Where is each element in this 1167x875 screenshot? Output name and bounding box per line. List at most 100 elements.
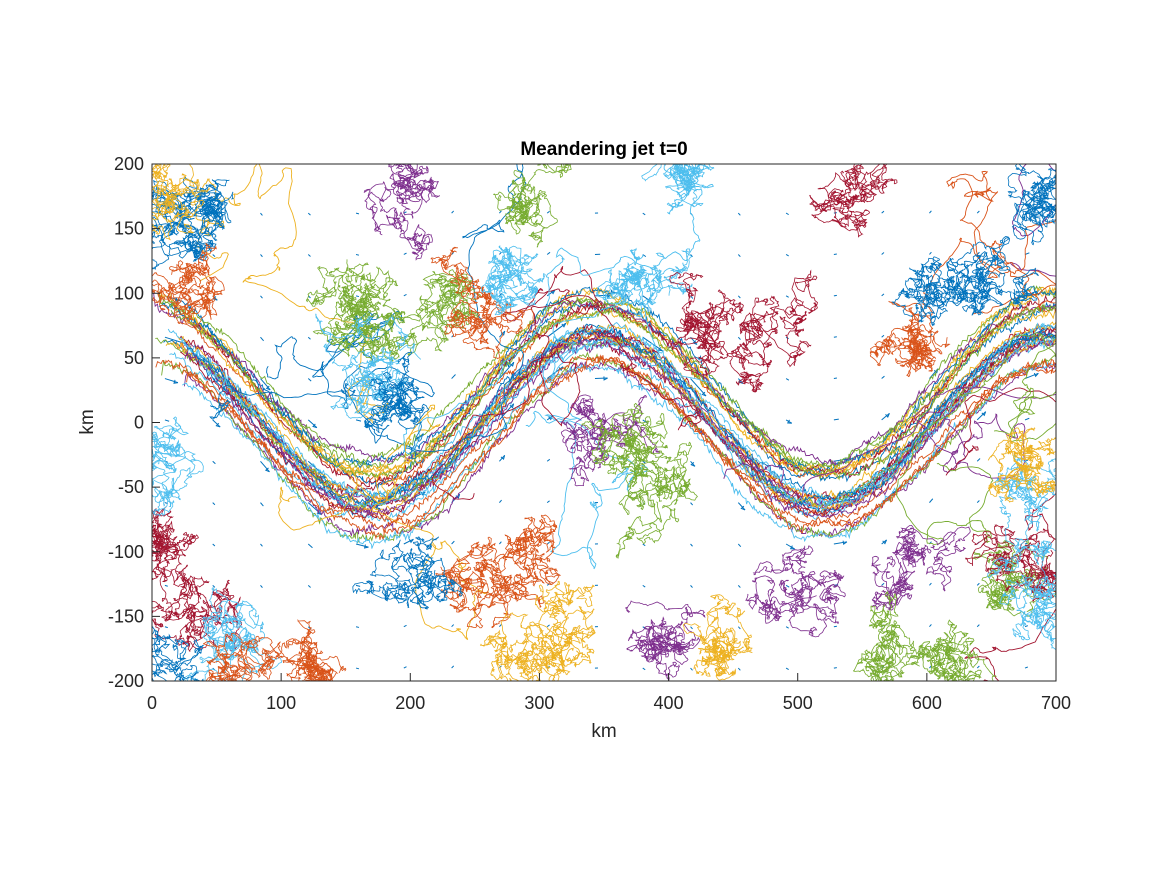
velocity-arrow <box>546 210 550 214</box>
velocity-arrow <box>833 377 837 380</box>
cluster-trajectory <box>987 441 1056 503</box>
velocity-arrow <box>785 295 789 298</box>
velocity-arrow <box>881 375 885 379</box>
velocity-arrow <box>212 460 216 465</box>
velocity-arrow <box>355 667 360 670</box>
cluster-trajectory <box>1011 176 1056 246</box>
velocity-arrow <box>785 254 789 257</box>
velocity-arrow <box>403 538 414 545</box>
velocity-arrowhead <box>265 385 271 391</box>
velocity-arrow <box>690 254 693 258</box>
velocity-arrow <box>260 212 263 216</box>
jet-trajectory <box>181 357 1056 525</box>
x-tick-label: 0 <box>147 693 157 713</box>
velocity-arrow <box>260 502 264 507</box>
velocity-arrowhead <box>882 539 888 545</box>
velocity-arrowhead <box>500 330 506 336</box>
y-tick-label: 200 <box>114 154 144 174</box>
x-axis-label: km <box>591 721 616 742</box>
cluster-trajectory <box>560 394 638 458</box>
velocity-arrow <box>785 543 795 550</box>
cluster-trajectory <box>534 580 595 681</box>
cluster-trajectory <box>350 308 417 362</box>
velocity-arrow <box>499 541 502 545</box>
jet-trajectory <box>167 322 1056 508</box>
cluster-trajectory <box>152 416 198 514</box>
velocity-arrowhead <box>408 538 414 544</box>
velocity-arrow <box>546 624 550 628</box>
velocity-arrow <box>355 419 362 422</box>
velocity-arrow <box>594 377 608 380</box>
velocity-arrowhead <box>173 379 179 384</box>
velocity-arrow <box>451 624 455 628</box>
velocity-arrowhead <box>657 347 663 352</box>
velocity-arrow <box>403 666 407 669</box>
cluster-trajectory <box>987 473 1056 579</box>
escaping-trajectory <box>946 170 1056 315</box>
velocity-arrow <box>403 252 407 255</box>
velocity-arrow <box>785 626 789 629</box>
jet-trajectory <box>184 308 1056 475</box>
cluster-trajectory <box>315 313 421 407</box>
velocity-arrow <box>690 502 694 506</box>
velocity-arrow <box>690 585 693 588</box>
velocity-arrow <box>976 500 980 503</box>
velocity-arrow <box>355 543 369 548</box>
cluster-trajectory <box>1007 164 1056 226</box>
y-tick-label: 0 <box>134 413 144 433</box>
velocity-arrow <box>737 585 741 588</box>
cluster-trajectory <box>693 627 753 681</box>
velocity-arrow <box>451 251 455 255</box>
velocity-arrow <box>737 295 741 299</box>
velocity-arrowhead <box>786 419 792 424</box>
velocity-arrow <box>881 334 885 338</box>
velocity-arrow <box>976 210 980 214</box>
cluster-trajectory <box>917 619 998 681</box>
velocity-arrow <box>307 626 311 630</box>
y-tick-label: 150 <box>114 219 144 239</box>
x-tick-label: 700 <box>1041 693 1071 713</box>
cluster-trajectory <box>529 605 596 674</box>
velocity-arrowhead <box>550 289 556 295</box>
y-axis-ticks: 200 150 100 50 0 -50 -100 -150 -200 <box>108 154 160 691</box>
velocity-arrow <box>1024 372 1039 380</box>
escaping-trajectory <box>723 386 1056 498</box>
velocity-arrow <box>929 624 932 628</box>
velocity-arrowhead <box>215 422 221 428</box>
cluster-trajectory <box>505 164 572 235</box>
y-axis-label: km <box>77 409 98 434</box>
cluster-trajectory <box>480 245 537 310</box>
velocity-arrow <box>499 624 502 628</box>
velocity-arrow <box>881 210 885 214</box>
cluster-trajectory <box>998 544 1056 611</box>
escaping-trajectory <box>209 310 436 420</box>
y-tick-label: 100 <box>114 283 144 303</box>
velocity-arrow <box>929 582 932 586</box>
velocity-arrow <box>737 212 741 216</box>
velocity-arrow <box>307 378 312 382</box>
cluster-trajectory <box>169 249 225 329</box>
velocity-arrowhead <box>312 423 318 429</box>
cluster-trajectory <box>864 603 916 681</box>
cluster-trajectory <box>626 620 690 662</box>
cluster-trajectory <box>949 235 1011 316</box>
velocity-arrowhead <box>701 391 707 397</box>
velocity-arrow <box>976 458 981 462</box>
escaping-trajectory <box>432 265 702 500</box>
velocity-arrow <box>307 336 311 340</box>
velocity-arrow <box>737 502 746 511</box>
velocity-arrow <box>690 543 693 547</box>
velocity-arrowhead <box>420 491 426 496</box>
velocity-arrow <box>212 419 221 428</box>
escaping-trajectory <box>266 164 527 452</box>
velocity-arrowhead <box>509 362 515 367</box>
velocity-arrow <box>499 251 502 255</box>
cluster-trajectory <box>959 267 1039 316</box>
velocity-arrowhead <box>1033 372 1039 378</box>
velocity-arrowhead <box>603 376 608 381</box>
cluster-trajectory <box>581 419 669 476</box>
velocity-arrow <box>737 336 741 340</box>
velocity-arrow <box>212 502 216 506</box>
velocity-arrow <box>976 582 980 586</box>
